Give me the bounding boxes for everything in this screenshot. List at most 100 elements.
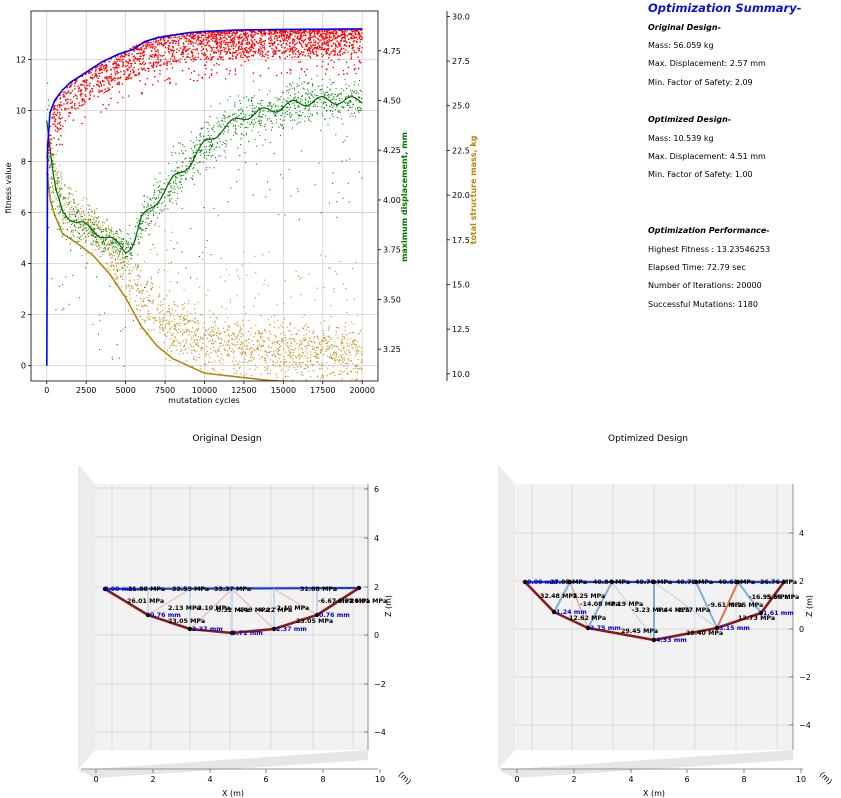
- mass-point: [173, 328, 176, 330]
- mass-point: [203, 334, 206, 336]
- mass-point: [109, 240, 112, 243]
- fitness-candidate-point: [147, 67, 149, 70]
- displacement-point: [219, 103, 221, 105]
- fitness-candidate-point: [344, 37, 346, 40]
- fitness-candidate-point: [346, 35, 349, 37]
- fitness-candidate-point: [64, 119, 67, 122]
- mass-point: [97, 225, 99, 228]
- displacement-point: [59, 212, 61, 214]
- displacement-point: [350, 100, 352, 102]
- mass-point: [321, 374, 323, 377]
- displacement-point: [96, 217, 98, 219]
- fitness-candidate-point: [204, 73, 207, 76]
- fitness-candidate-point: [162, 37, 165, 40]
- displacement-point: [332, 97, 334, 99]
- mass-point: [333, 371, 335, 373]
- mass-point: [282, 326, 284, 329]
- mass-point: [320, 343, 322, 345]
- fitness-candidate-point: [152, 66, 155, 69]
- fitness-candidate-point: [116, 72, 119, 75]
- displacement-point: [73, 224, 76, 226]
- fitness-candidate-point: [153, 54, 155, 56]
- fitness-candidate-point: [193, 79, 195, 82]
- mass-point: [300, 374, 302, 376]
- mass-point: [330, 357, 332, 360]
- fitness-candidate-point: [103, 84, 105, 86]
- mass-point: [217, 349, 220, 351]
- displacement-point: [192, 175, 194, 177]
- displacement-point: [120, 238, 122, 240]
- mass-point: [319, 322, 321, 325]
- fitness-candidate-point: [89, 82, 91, 85]
- mass-point: [106, 220, 108, 222]
- displacement-point: [112, 245, 114, 247]
- mass-point: [83, 238, 85, 240]
- displacement-point: [308, 110, 310, 112]
- fitness-candidate-point: [252, 45, 254, 47]
- mass-point: [134, 300, 136, 302]
- displacement-point: [112, 239, 115, 241]
- displacement-point: [178, 142, 180, 144]
- displacement-point: [127, 244, 129, 246]
- displacement-point: [102, 250, 104, 252]
- displacement-point: [307, 100, 309, 102]
- mass-point: [201, 258, 204, 260]
- mass-point: [56, 172, 59, 174]
- mass-point: [288, 350, 290, 352]
- displacement-point: [182, 144, 184, 146]
- displacement-point: [100, 251, 102, 253]
- displacement-point: [180, 183, 183, 186]
- mass-point: [335, 273, 337, 275]
- displacement-point: [125, 240, 128, 243]
- displacement-point: [147, 215, 149, 217]
- displacement-point: [330, 94, 333, 96]
- displacement-point: [138, 242, 140, 244]
- fitness-candidate-point: [338, 41, 340, 44]
- fitness-candidate-point: [361, 32, 363, 34]
- fitness-candidate-point: [317, 54, 319, 57]
- displacement-point: [101, 241, 103, 243]
- displacement-point: [260, 121, 263, 123]
- mass-point: [295, 357, 297, 359]
- mass-point: [238, 338, 241, 341]
- mass-point: [260, 349, 262, 352]
- fitness-candidate-point: [292, 41, 295, 44]
- mass-point: [290, 333, 293, 336]
- fitness-candidate-point: [270, 32, 273, 35]
- mass-point: [226, 354, 228, 357]
- mass-point: [293, 367, 295, 369]
- mass-point: [167, 271, 169, 273]
- displacement-point: [329, 110, 331, 112]
- displacement-point: [189, 168, 191, 170]
- mass-point: [311, 363, 313, 365]
- mass-point: [158, 312, 161, 314]
- displacement-point: [222, 114, 224, 116]
- mass-point: [218, 346, 221, 349]
- fitness-candidate-point: [222, 36, 225, 39]
- displacement-point: [250, 122, 252, 124]
- mass-point: [247, 338, 250, 340]
- mass-point: [98, 220, 100, 222]
- fitness-candidate-point: [153, 46, 155, 48]
- displacement-point: [259, 103, 261, 105]
- displacement-point: [200, 128, 202, 130]
- displacement-point: [298, 84, 300, 87]
- displacement-point: [105, 229, 107, 231]
- displacement-point: [294, 89, 296, 91]
- mass-point: [275, 356, 277, 358]
- displacement-point: [361, 177, 363, 179]
- fitness-candidate-point: [142, 44, 145, 47]
- mass-point: [130, 313, 132, 315]
- displacement-point: [275, 115, 277, 117]
- mass-point: [271, 342, 273, 344]
- mass-point: [309, 340, 311, 342]
- displacement-point: [233, 134, 235, 136]
- fitness-candidate-point: [216, 42, 219, 45]
- displacement-point: [334, 102, 336, 104]
- displacement-point: [102, 230, 104, 233]
- fitness-candidate-point: [83, 103, 86, 105]
- fitness-candidate-point: [293, 40, 296, 43]
- displacement-point: [100, 239, 102, 241]
- displacement-point: [213, 148, 215, 150]
- fitness-candidate-point: [332, 36, 335, 38]
